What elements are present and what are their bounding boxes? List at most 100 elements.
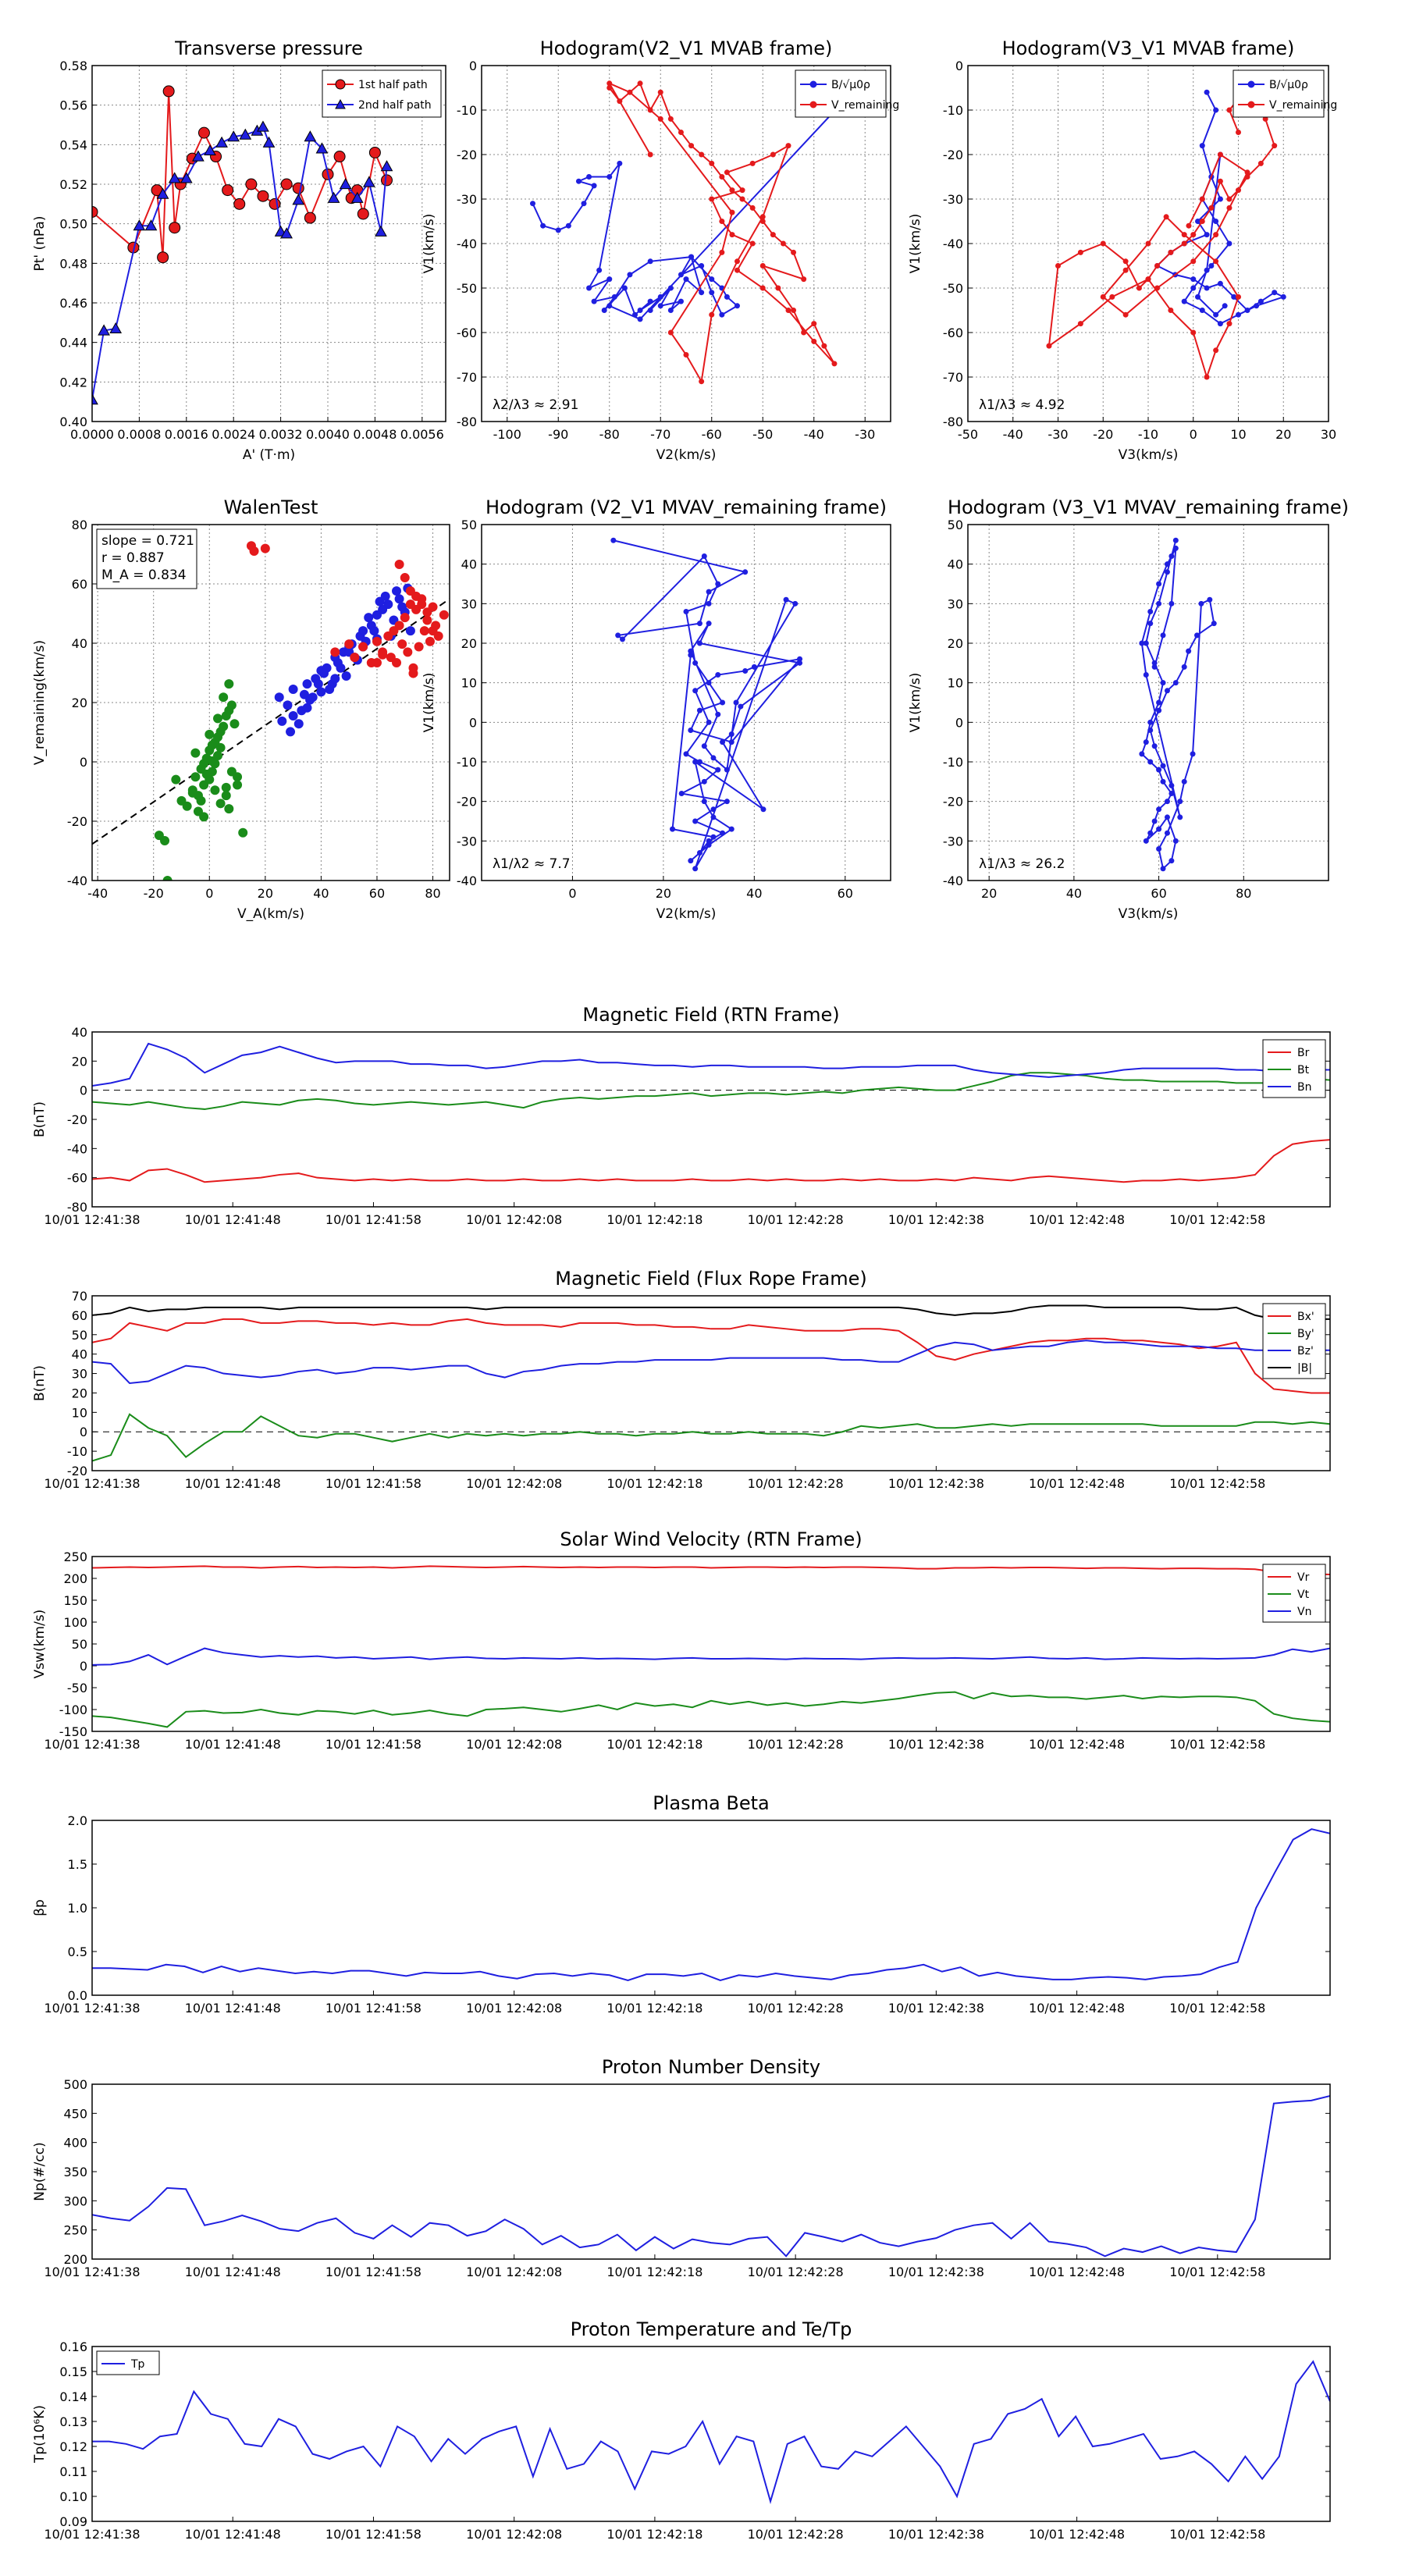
legend-label: 1st half path [358, 79, 428, 91]
data-point [637, 316, 643, 322]
data-point [785, 308, 791, 313]
data-point [1156, 600, 1162, 607]
data-point [1217, 178, 1223, 184]
data-point [1168, 782, 1175, 788]
data-point [720, 699, 726, 706]
data-point [238, 827, 248, 838]
data-point [204, 144, 216, 156]
y-tick-label: -10 [943, 103, 963, 118]
data-point [1217, 151, 1223, 158]
data-point [372, 636, 382, 646]
data-point [302, 679, 312, 689]
y-tick-label: 20 [72, 696, 87, 710]
y-tick-label: -20 [943, 795, 963, 809]
data-point [380, 591, 390, 601]
data-point [701, 553, 707, 560]
data-point [821, 343, 827, 349]
y-tick-label: 40 [72, 1347, 87, 1362]
data-point [688, 254, 695, 260]
data-point [392, 657, 402, 667]
data-point [811, 321, 817, 327]
data-point [411, 591, 422, 601]
data-point [728, 739, 735, 745]
plot-area [92, 1565, 1330, 1728]
y-tick-label: 0 [80, 755, 87, 770]
data-point [1262, 116, 1268, 122]
data-point [719, 219, 725, 224]
chart-mag_rtn: Magnetic Field (RTN Frame) -80 -60 -40 -20 0 2… [32, 1004, 1331, 1227]
data-point [257, 120, 269, 132]
data-point [615, 632, 621, 639]
data-point [169, 222, 181, 234]
data-point [1154, 263, 1161, 269]
data-point [692, 688, 699, 694]
x-tick-label: 10/01 12:42:58 [1169, 1212, 1265, 1227]
y-tick-label: 0.40 [59, 415, 87, 429]
y-tick-label: 0.0 [68, 1988, 87, 2003]
data-point [647, 298, 653, 304]
plot-area [92, 1042, 1330, 1183]
chart-beta: Plasma Beta 0.0 0.5 1.0 1.5 2.0 10/01 12:41:38… [32, 1792, 1331, 2016]
x-tick-label: 10/01 12:41:48 [185, 2527, 281, 2542]
data-point [1244, 169, 1250, 176]
data-point [308, 692, 318, 703]
data-point [811, 338, 817, 344]
data-point [692, 818, 699, 824]
data-point [302, 703, 312, 713]
chart-title: Transverse pressure [174, 37, 363, 59]
data-point [171, 774, 181, 785]
x-tick-label: 20 [981, 886, 997, 901]
data-point [1181, 778, 1187, 785]
x-tick-label: 0.0024 [212, 427, 255, 442]
data-point [699, 263, 705, 269]
x-axis-label: V_A(km/s) [237, 906, 304, 922]
data-point [683, 751, 689, 757]
series-line-V [613, 539, 802, 870]
data-point [1122, 267, 1129, 273]
legend-label: Bn [1297, 1081, 1311, 1094]
data-point [1186, 648, 1192, 654]
legend: B/√μ0ρ V_remaining [795, 69, 899, 118]
x-tick-label: -80 [599, 427, 620, 442]
y-tick-label: 0.58 [59, 59, 87, 73]
data-point [759, 214, 766, 220]
x-axis-label: V2(km/s) [656, 906, 717, 922]
x-tick-label: 10/01 12:42:18 [606, 2265, 702, 2279]
data-point [1194, 632, 1200, 639]
data-point [733, 699, 739, 706]
data-point [692, 759, 699, 765]
axes-frame [91, 1820, 1331, 1996]
data-point [1100, 240, 1106, 247]
data-point [1156, 767, 1162, 773]
plot-area [92, 2094, 1330, 2258]
data-point [394, 621, 404, 631]
x-tick-label: -30 [1048, 427, 1068, 442]
y-tick-label: 0.12 [59, 2439, 87, 2454]
data-point [706, 680, 712, 686]
y-tick-label: 10 [948, 676, 963, 691]
data-point [1213, 219, 1219, 224]
data-point [1168, 791, 1175, 797]
data-point [341, 671, 351, 681]
x-tick-label: 10/01 12:42:18 [606, 2001, 702, 2016]
data-point [1236, 187, 1241, 194]
y-tick-label: -40 [457, 237, 477, 251]
y-axis-label: V1(km/s) [908, 214, 923, 274]
data-point [1181, 240, 1187, 247]
x-tick-label: 10/01 12:41:38 [44, 1476, 140, 1491]
data-point [749, 160, 756, 166]
data-point [606, 174, 613, 180]
series-line-Br [92, 1139, 1330, 1183]
data-point [160, 835, 170, 845]
y-tick-label: 40 [948, 557, 963, 572]
data-point [408, 668, 418, 678]
data-point [797, 656, 803, 662]
data-point [728, 826, 735, 832]
x-tick-label: 10/01 12:41:38 [44, 2265, 140, 2279]
data-point [1145, 276, 1151, 283]
data-point [749, 240, 756, 247]
data-point [414, 642, 424, 652]
data-point [739, 187, 745, 194]
data-point [205, 729, 215, 739]
data-point [380, 160, 393, 172]
